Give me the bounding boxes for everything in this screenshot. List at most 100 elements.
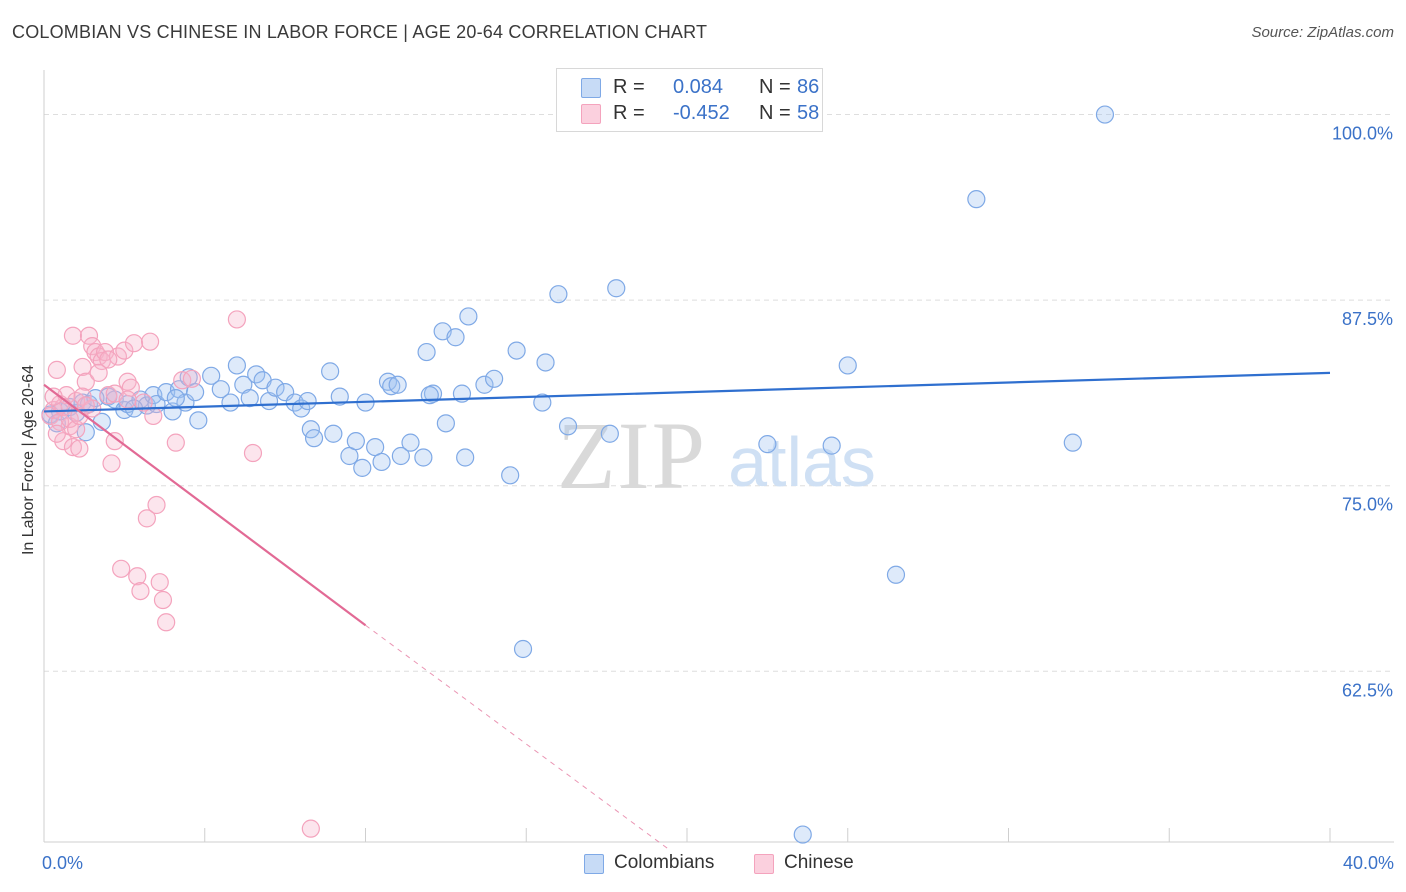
colombian-point [321, 362, 340, 381]
n-value: 58 [797, 102, 820, 124]
colombian-point [558, 417, 578, 436]
legend-label-colombians: Colombians [614, 852, 715, 873]
colombian-point [211, 380, 230, 399]
chinese-point [99, 350, 118, 369]
chinese-point [301, 819, 320, 838]
y-axis-label: In Labor Force | Age 20-64 [20, 364, 37, 556]
chinese-point [47, 360, 66, 379]
chinese-point [121, 378, 140, 397]
colombian-point [388, 375, 407, 394]
colombian-point [166, 389, 185, 408]
chinese-point [105, 432, 124, 451]
chinese-point [157, 613, 176, 632]
colombian-point [382, 377, 401, 396]
n-label: N = [759, 102, 791, 124]
trend-line-chinese [43, 383, 367, 627]
colombian-point [221, 393, 240, 412]
trend-lines [43, 371, 1331, 852]
chinese-point [243, 443, 263, 463]
watermark-atlas: atlas [728, 423, 876, 501]
colombian-point [533, 393, 552, 412]
chinese-point [63, 437, 83, 457]
chinese-point [124, 334, 144, 353]
colombian-point [456, 448, 475, 467]
chinese-point [79, 326, 99, 345]
colombian-point [298, 391, 317, 411]
chinese-point [47, 424, 66, 443]
chinese-point [227, 310, 246, 329]
r-label: R = [613, 102, 645, 124]
colombian-point [1063, 433, 1082, 452]
chinese-point [153, 590, 173, 610]
chinese-point [63, 326, 83, 345]
chinese-point [118, 390, 137, 409]
watermark: ZIP atlas [557, 402, 876, 509]
chinese-point [112, 559, 131, 578]
n-value: 86 [797, 76, 820, 98]
legend-swatch-colombians [584, 854, 604, 874]
colombian-point [266, 378, 285, 397]
x-tick-label: 0.0% [42, 853, 83, 873]
colombian-point [549, 285, 568, 304]
stats-legend: R = 0.084 N = 86 R = -0.452 N = 58 [556, 68, 823, 132]
colombian-point [391, 446, 410, 466]
colombian-point [459, 307, 478, 326]
r-value: -0.452 [673, 102, 730, 124]
y-tick-label: 75.0% [1342, 495, 1393, 515]
colombian-point [1095, 105, 1115, 124]
chinese-point [67, 420, 86, 439]
grid-lines [44, 114, 1394, 672]
colombian-point [414, 448, 433, 467]
r-label: R = [613, 76, 645, 98]
colombian-point [475, 375, 494, 394]
colombian-point [513, 639, 533, 659]
colombian-point [240, 389, 259, 408]
colombian-point [507, 341, 526, 360]
colombian-point [417, 342, 436, 362]
chart-title: COLOMBIAN VS CHINESE IN LABOR FORCE | AG… [12, 22, 708, 42]
source-label: Source: ZipAtlas.com [1251, 24, 1394, 41]
legend-label-chinese: Chinese [784, 852, 854, 873]
y-tick-label: 100.0% [1332, 124, 1393, 144]
colombian-point [838, 356, 857, 375]
chinese-point [182, 369, 201, 388]
colombian-point [436, 414, 455, 433]
colombian-point [304, 429, 324, 448]
colombian-point [346, 432, 365, 451]
colombian-point [967, 190, 986, 209]
chinese-point [150, 573, 169, 592]
colombian-point [401, 433, 420, 452]
colombian-point [793, 825, 812, 844]
colombian-point [186, 383, 205, 402]
chinese-point [76, 372, 95, 391]
n-label: N = [759, 76, 791, 98]
colombian-point [886, 565, 906, 584]
swatch-colombians [581, 78, 601, 98]
watermark-zip: ZIP [557, 402, 707, 509]
colombian-point [822, 436, 841, 455]
legend-swatch-chinese [754, 854, 774, 874]
colombian-point [202, 366, 221, 385]
tick-labels: 62.5% 75.0% 87.5% 100.0% 0.0% 40.0% [42, 124, 1394, 873]
chinese-point [166, 433, 185, 452]
colombian-point [501, 466, 520, 485]
y-tick-label: 87.5% [1342, 309, 1393, 329]
r-value: 0.084 [673, 76, 724, 98]
chinese-point [173, 371, 192, 390]
colombian-point [189, 411, 208, 430]
colombian-point [485, 369, 504, 388]
colombian-point [353, 458, 372, 477]
x-tick-label: 40.0% [1343, 853, 1394, 873]
colombian-point [446, 328, 465, 347]
colombian-point [372, 452, 391, 472]
colombian-point [600, 424, 619, 443]
chinese-point [89, 363, 108, 382]
chinese-point [128, 567, 147, 586]
trend-line-colombians [43, 371, 1331, 413]
colombian-point [227, 356, 246, 375]
chinese-point [102, 454, 121, 473]
trend-line-chinese-extension [365, 624, 672, 852]
chinese-point [144, 406, 163, 426]
chinese-point [44, 387, 63, 406]
